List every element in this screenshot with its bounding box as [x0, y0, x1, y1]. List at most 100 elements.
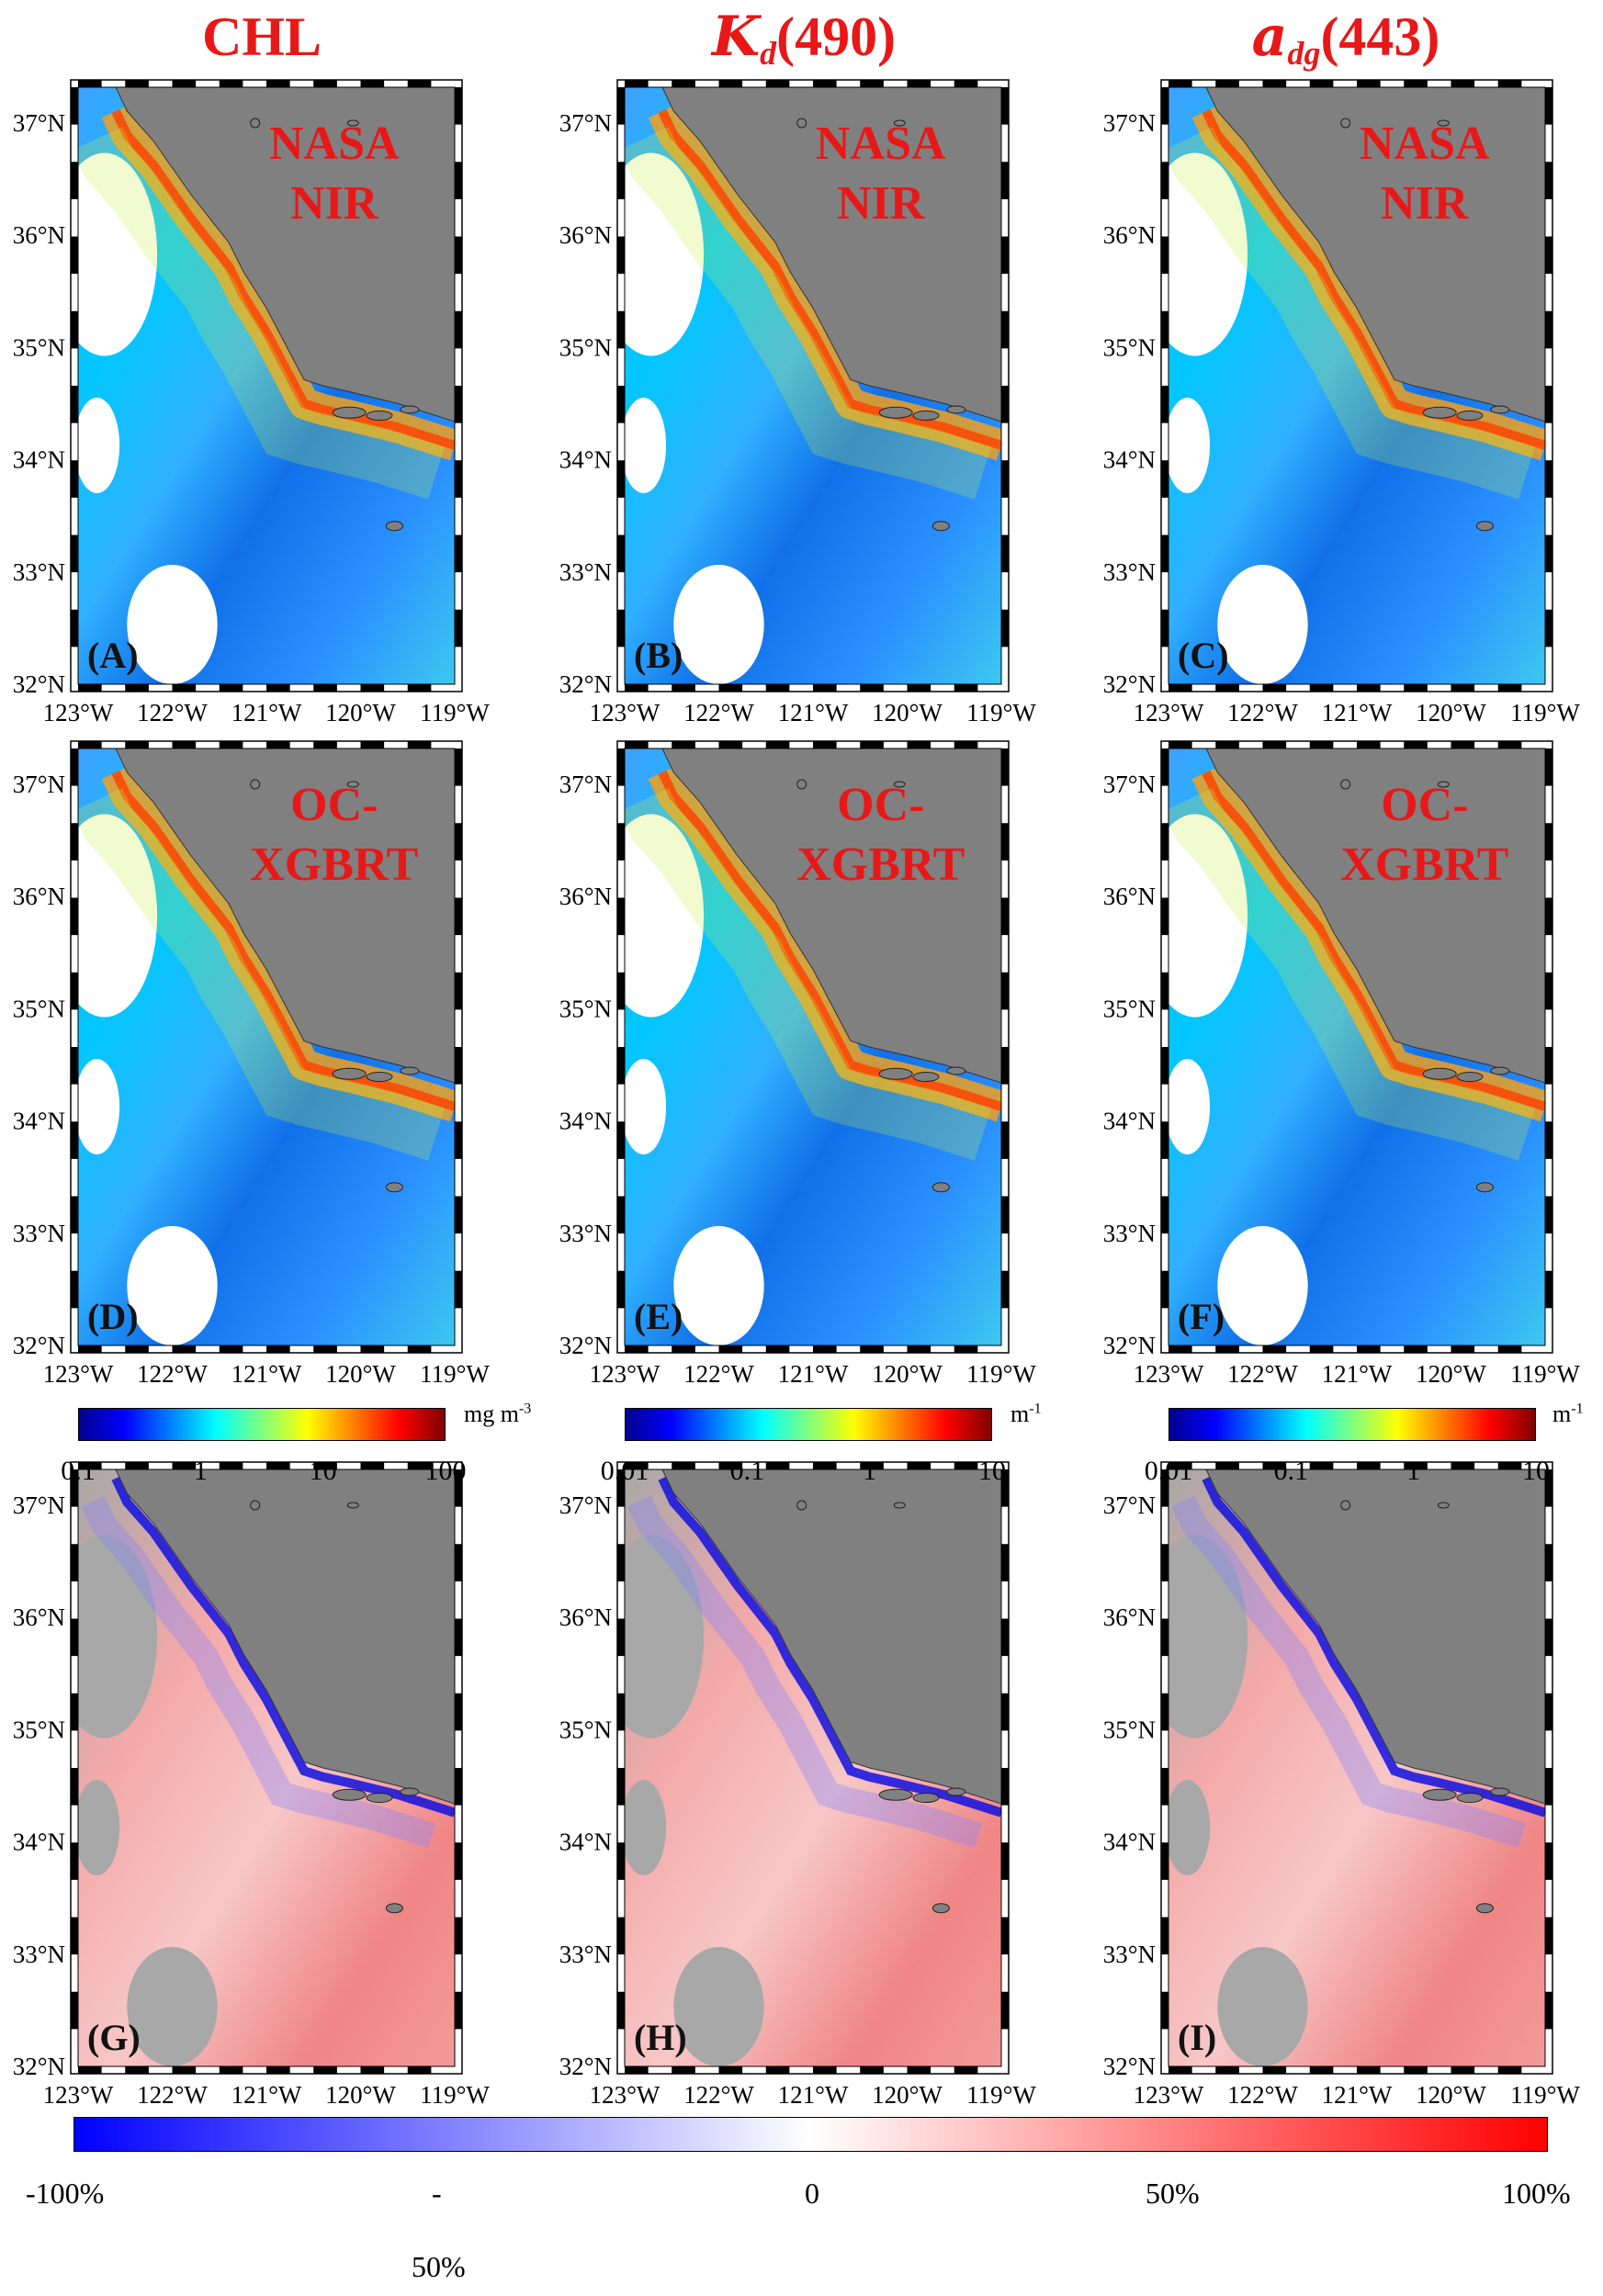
- lon-tick-label: 119°W: [966, 1360, 1036, 1388]
- lat-tick-label: 36°N: [1103, 1604, 1156, 1631]
- lon-tick-label: 123°W: [1134, 2081, 1204, 2109]
- lat-tick-label: 33°N: [1103, 558, 1156, 586]
- diff-tick-neg50: -: [432, 2177, 442, 2210]
- lon-tick-label: 120°W: [325, 2081, 396, 2109]
- colorbar-tick-label: 1: [1406, 1456, 1421, 1486]
- lon-tick-label: 123°W: [1134, 1360, 1204, 1388]
- lat-tick-label: 32°N: [559, 1332, 612, 1359]
- diff-tick-pos100: 100%: [1502, 2177, 1571, 2210]
- column-title-kd490: Kd(490): [711, 5, 897, 72]
- colorbar-unit-adg443: m-1: [1552, 1401, 1584, 1427]
- lat-tick-label: 32°N: [1103, 1332, 1156, 1359]
- lat-tick-label: 36°N: [13, 883, 65, 910]
- lon-tick-label: 119°W: [966, 2081, 1036, 2109]
- method-label-line2: XGBRT: [1340, 838, 1508, 891]
- method-label-line1: OC-: [837, 779, 924, 831]
- lat-tick-label: 35°N: [13, 1716, 65, 1743]
- lat-tick-label: 35°N: [1103, 995, 1156, 1022]
- lon-tick-label: 122°W: [683, 699, 754, 726]
- lat-tick-label: 34°N: [1103, 1108, 1156, 1135]
- diff-tick-neg50-second-line: 50%: [412, 2250, 466, 2283]
- lon-tick-label: 121°W: [778, 1360, 849, 1388]
- panel-label: (H): [634, 2017, 687, 2058]
- lon-tick-label: 121°W: [1322, 2081, 1393, 2109]
- lat-tick-label: 34°N: [559, 1829, 612, 1856]
- method-label-line2: NIR: [290, 177, 379, 230]
- lat-tick-label: 36°N: [13, 221, 65, 249]
- lon-tick-label: 121°W: [778, 699, 849, 726]
- lat-tick-label: 36°N: [1103, 883, 1156, 910]
- panel-label: (D): [87, 1296, 139, 1337]
- lon-tick-label: 119°W: [420, 2081, 490, 2109]
- lat-tick-label: 35°N: [1103, 333, 1156, 361]
- colorbar-unit-chl: mg m-3: [464, 1401, 532, 1427]
- panel-label: (F): [1178, 1296, 1225, 1337]
- lat-tick-label: 37°N: [1103, 109, 1156, 137]
- lon-tick-label: 120°W: [872, 699, 943, 726]
- colorbar-tick-label: 1: [863, 1456, 877, 1486]
- lat-tick-label: 32°N: [559, 2053, 612, 2080]
- lon-tick-label: 122°W: [683, 2081, 754, 2109]
- lon-tick-label: 123°W: [43, 1360, 114, 1388]
- colorbar-tick-label: 0.1: [729, 1456, 765, 1486]
- lon-tick-label: 122°W: [137, 1360, 208, 1388]
- lat-tick-label: 37°N: [559, 109, 612, 137]
- lon-tick-label: 120°W: [1416, 699, 1486, 726]
- lat-tick-label: 34°N: [13, 446, 65, 474]
- method-label-line1: OC-: [1381, 779, 1468, 831]
- lat-tick-label: 32°N: [1103, 670, 1156, 698]
- colorbar-kd490: [625, 1408, 992, 1441]
- panel-label: (A): [87, 635, 139, 676]
- lat-tick-label: 32°N: [13, 670, 65, 698]
- colorbar-tick-label: 0.1: [61, 1456, 96, 1486]
- lat-tick-label: 35°N: [559, 995, 612, 1022]
- lon-tick-label: 121°W: [1322, 699, 1393, 726]
- lat-tick-label: 37°N: [13, 1491, 65, 1519]
- lat-tick-label: 35°N: [1103, 1716, 1156, 1743]
- lat-tick-label: 36°N: [1103, 221, 1156, 249]
- lat-tick-label: 32°N: [13, 2053, 65, 2080]
- panel-label: (B): [634, 635, 683, 676]
- panel-label: (E): [634, 1296, 683, 1337]
- lat-tick-label: 33°N: [13, 558, 65, 586]
- colorbar-tick-label: 0.01: [600, 1456, 649, 1486]
- lat-tick-label: 33°N: [1103, 1941, 1156, 1968]
- lon-tick-label: 123°W: [43, 699, 114, 726]
- colorbar-chl: [78, 1408, 446, 1441]
- lon-tick-label: 122°W: [137, 2081, 208, 2109]
- method-label-line1: OC-: [290, 779, 378, 831]
- lon-tick-label: 121°W: [231, 1360, 302, 1388]
- colorbar-tick-label: 100: [424, 1456, 467, 1486]
- lat-tick-label: 34°N: [559, 1108, 612, 1135]
- lon-tick-label: 122°W: [683, 1360, 754, 1388]
- lat-tick-label: 35°N: [13, 995, 65, 1022]
- lon-tick-label: 119°W: [1510, 1360, 1580, 1388]
- diff-tick-zero: 0: [805, 2177, 819, 2210]
- lon-tick-label: 121°W: [231, 699, 302, 726]
- lat-tick-label: 37°N: [559, 1491, 612, 1519]
- lat-tick-label: 33°N: [559, 1220, 612, 1247]
- lat-tick-label: 34°N: [559, 446, 612, 474]
- lon-tick-label: 119°W: [966, 699, 1036, 726]
- lat-tick-label: 36°N: [559, 221, 612, 249]
- lat-tick-label: 33°N: [1103, 1220, 1156, 1247]
- method-label-line2: XGBRT: [250, 838, 418, 891]
- lon-tick-label: 120°W: [1416, 2081, 1486, 2109]
- lat-tick-label: 36°N: [559, 1604, 612, 1631]
- lon-tick-label: 122°W: [1227, 2081, 1298, 2109]
- colorbar-unit-kd490: m-1: [1010, 1401, 1042, 1427]
- lon-tick-label: 123°W: [590, 2081, 660, 2109]
- method-label-line1: NASA: [816, 118, 946, 170]
- lon-tick-label: 122°W: [137, 699, 208, 726]
- colorbar-tick-label: 0.1: [1273, 1456, 1309, 1486]
- lon-tick-label: 121°W: [1322, 1360, 1393, 1388]
- method-label-line1: NASA: [1360, 118, 1490, 170]
- method-label-line1: NASA: [269, 118, 400, 170]
- lon-tick-label: 120°W: [325, 699, 396, 726]
- lon-tick-label: 121°W: [231, 2081, 302, 2109]
- lon-tick-label: 121°W: [778, 2081, 849, 2109]
